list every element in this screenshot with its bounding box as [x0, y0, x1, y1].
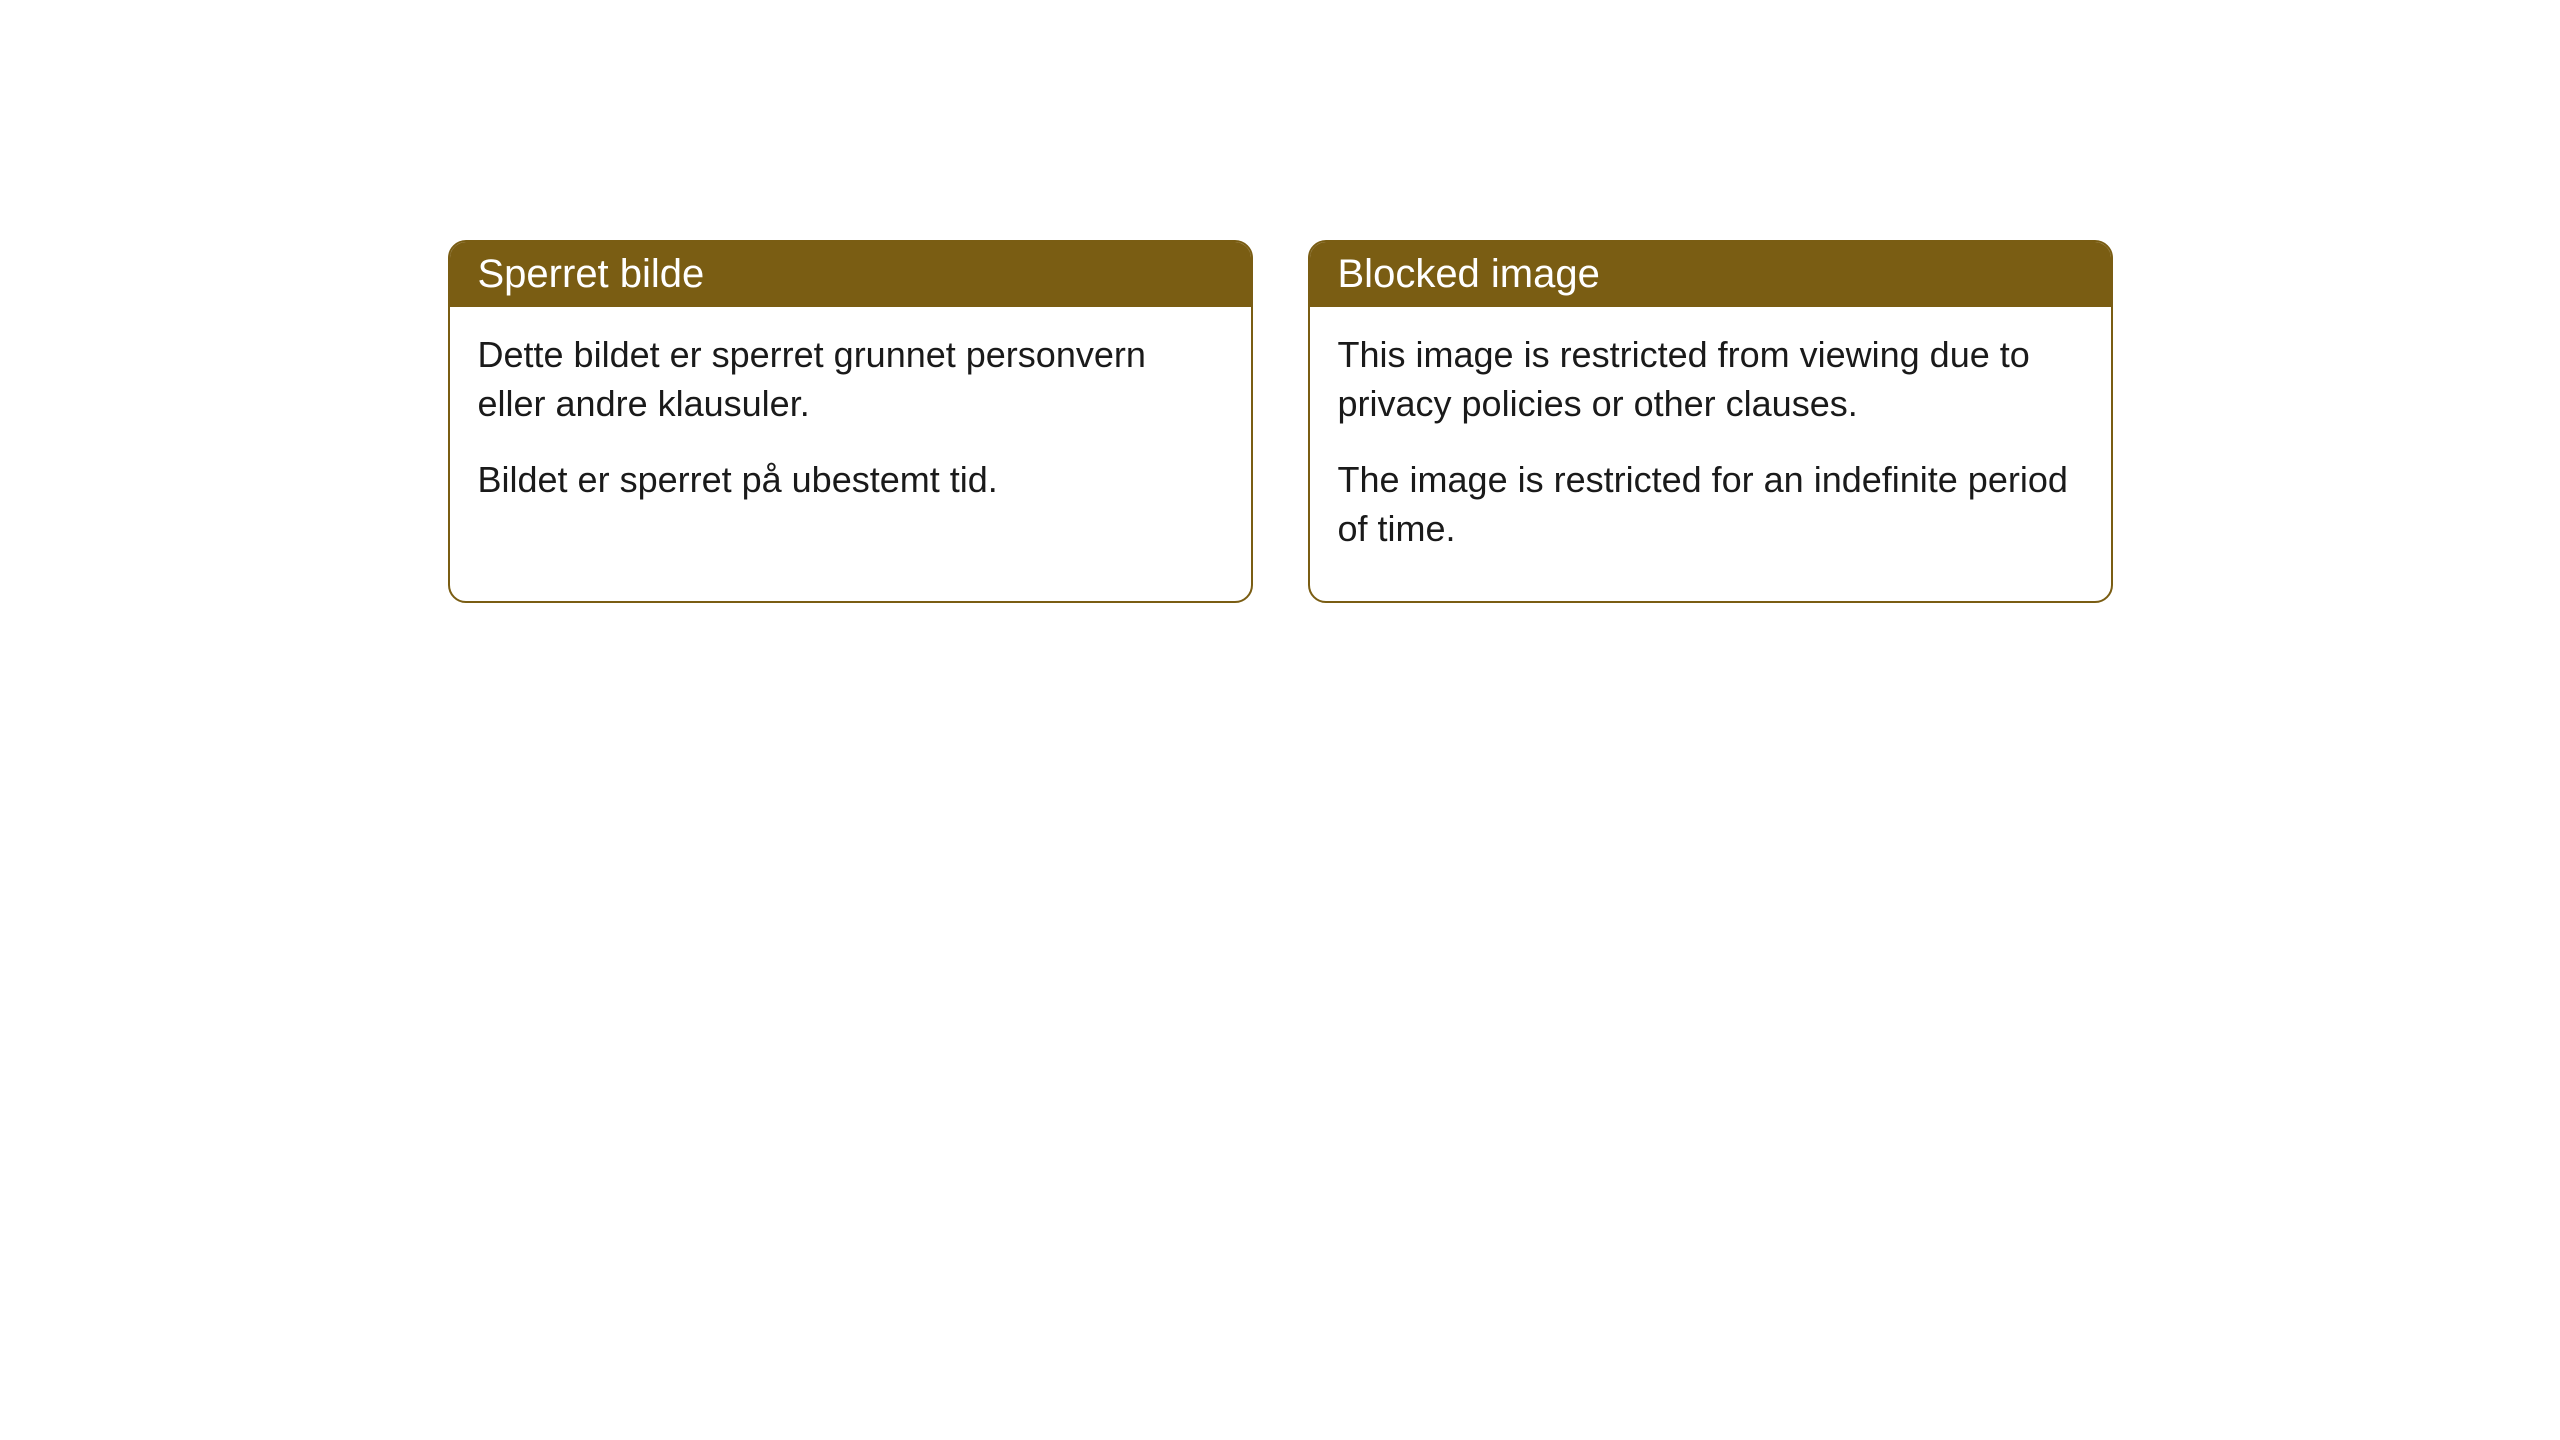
card-title: Blocked image [1338, 252, 1600, 296]
card-body-norwegian: Dette bildet er sperret grunnet personve… [450, 307, 1251, 553]
notice-card-norwegian: Sperret bilde Dette bildet er sperret gr… [448, 240, 1253, 603]
card-header-norwegian: Sperret bilde [450, 242, 1251, 307]
notice-cards-container: Sperret bilde Dette bildet er sperret gr… [448, 240, 2113, 603]
card-paragraph: The image is restricted for an indefinit… [1338, 456, 2083, 553]
card-paragraph: This image is restricted from viewing du… [1338, 331, 2083, 428]
card-paragraph: Bildet er sperret på ubestemt tid. [478, 456, 1223, 505]
notice-card-english: Blocked image This image is restricted f… [1308, 240, 2113, 603]
card-title: Sperret bilde [478, 252, 705, 296]
card-header-english: Blocked image [1310, 242, 2111, 307]
card-paragraph: Dette bildet er sperret grunnet personve… [478, 331, 1223, 428]
card-body-english: This image is restricted from viewing du… [1310, 307, 2111, 601]
